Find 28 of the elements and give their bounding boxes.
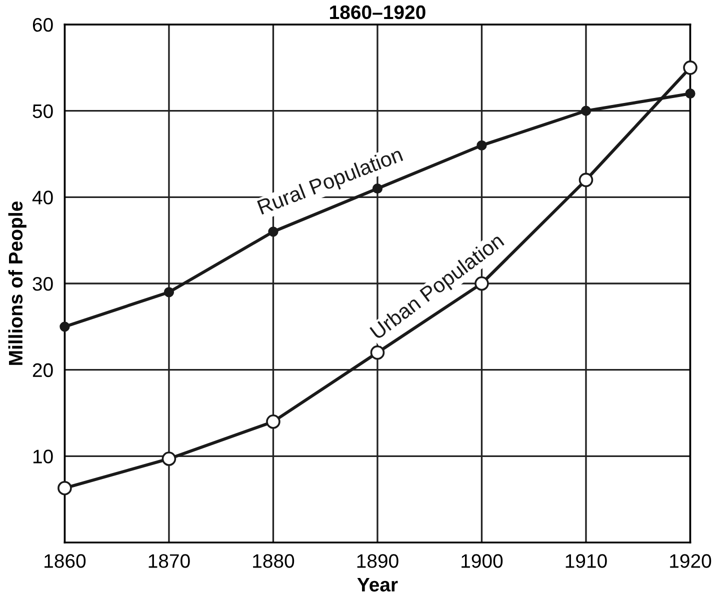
point xyxy=(60,322,70,332)
point xyxy=(266,414,280,429)
point xyxy=(162,452,176,466)
point xyxy=(685,88,696,99)
y-axis-title: Millions of People xyxy=(8,202,26,365)
point xyxy=(476,140,487,150)
point xyxy=(164,287,174,298)
x-tick-label: 1860 xyxy=(44,554,86,568)
x-tick-label: 1910 xyxy=(566,554,607,568)
x-tick-label: 1920 xyxy=(670,554,712,568)
point xyxy=(578,172,594,188)
y-tick-label: 20 xyxy=(32,363,53,378)
point xyxy=(58,480,72,496)
x-tick-label: 1900 xyxy=(462,554,503,568)
x-tick-label: 1890 xyxy=(357,554,398,568)
chart-title: 1860–1920 xyxy=(330,5,426,20)
point xyxy=(580,106,592,116)
x-tick-label: 1870 xyxy=(148,554,190,568)
y-tick-label: 50 xyxy=(32,104,53,118)
y-tick-label: 10 xyxy=(33,450,53,464)
x-axis-title: Year xyxy=(357,578,398,592)
point xyxy=(683,60,698,75)
y-tick-label: 40 xyxy=(32,190,53,204)
y-tick-label: 30 xyxy=(32,276,53,291)
point xyxy=(370,345,385,360)
x-tick-label: 1880 xyxy=(253,554,294,568)
y-tick-label: 60 xyxy=(32,18,53,32)
point xyxy=(268,226,278,237)
